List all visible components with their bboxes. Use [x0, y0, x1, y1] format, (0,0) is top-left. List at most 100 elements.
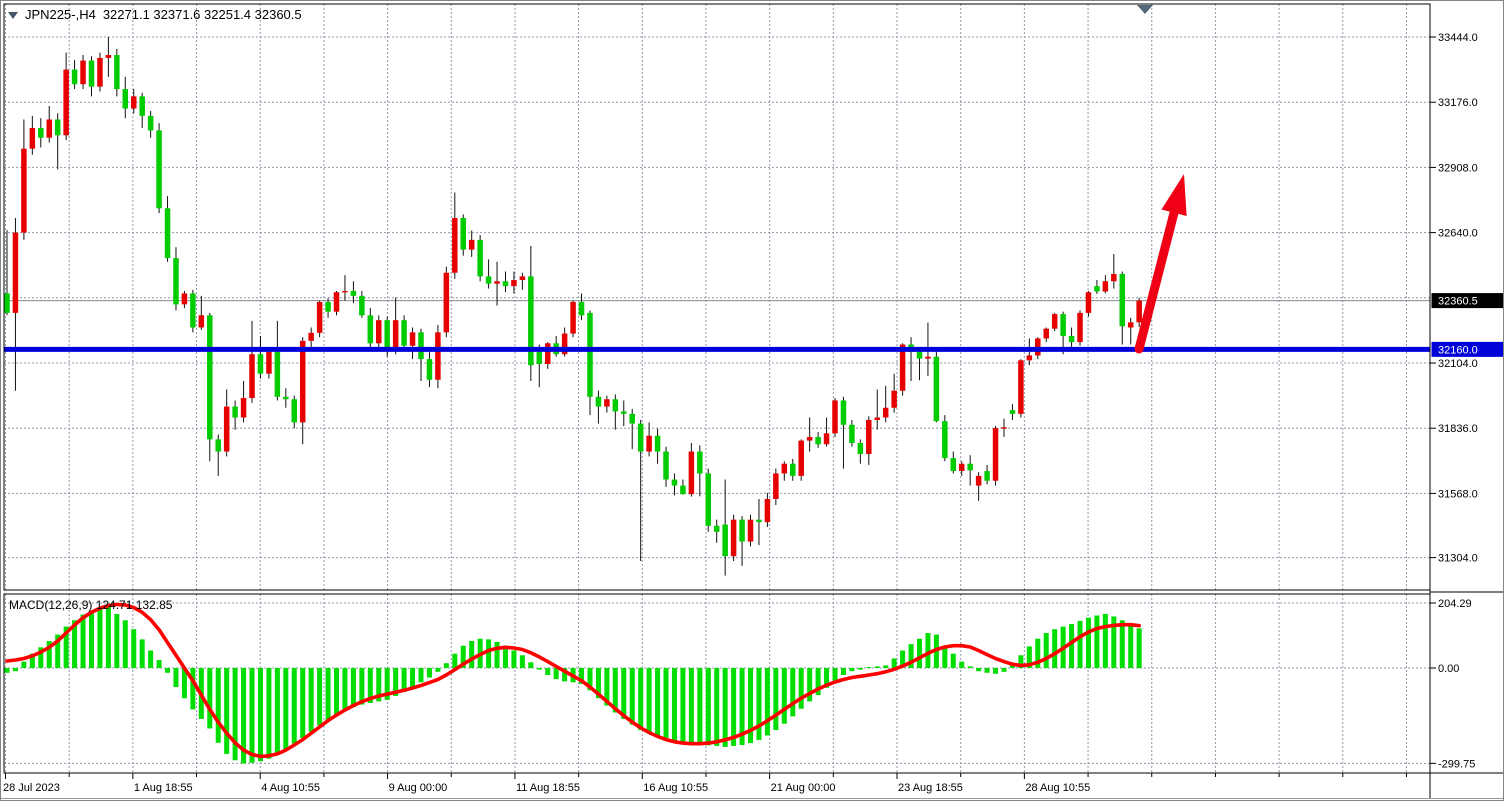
- macd-hist-bar: [781, 668, 787, 724]
- macd-hist-bar: [139, 639, 145, 668]
- candle-body: [967, 463, 973, 471]
- macd-hist-bar: [993, 668, 999, 674]
- macd-hist-bar: [764, 668, 770, 736]
- candle-body: [688, 451, 695, 495]
- chart-shift-marker-icon[interactable]: [1137, 5, 1153, 14]
- macd-hist-bar: [959, 661, 965, 668]
- macd-hist-bar: [646, 668, 652, 734]
- macd-hist-bar: [274, 668, 280, 755]
- macd-hist-bar: [1102, 613, 1108, 668]
- current-price-box-label: 32360.5: [1438, 296, 1478, 308]
- price-tick-label: 31836.0: [1438, 423, 1478, 435]
- macd-hist-bar: [739, 668, 745, 745]
- time-tick-label: 28 Jul 2023: [3, 782, 60, 794]
- macd-hist-bar: [883, 665, 889, 668]
- candle-body: [1127, 322, 1134, 328]
- candle-body: [207, 315, 213, 440]
- macd-hist-bar: [283, 668, 289, 750]
- candle-body: [291, 399, 298, 423]
- candle-body: [46, 119, 52, 138]
- time-tick-label: 1 Aug 18:55: [134, 782, 193, 794]
- candle-body: [1085, 292, 1092, 313]
- candle-body: [866, 419, 872, 454]
- candle-body: [401, 320, 407, 346]
- macd-hist-bar: [536, 668, 542, 670]
- candle-body: [1043, 328, 1049, 339]
- candle-body: [435, 332, 441, 380]
- candle-body: [308, 332, 314, 341]
- trend-arrow-head[interactable]: [1161, 174, 1187, 216]
- macd-hist-bar: [80, 614, 86, 668]
- macd-hist-bar: [1111, 616, 1117, 668]
- candle-body: [570, 301, 576, 334]
- candle-body: [1018, 360, 1024, 414]
- macd-hist-bar: [891, 658, 897, 668]
- macd-hist-bar: [545, 668, 551, 675]
- time-tick-label: 16 Aug 10:55: [643, 782, 708, 794]
- candle-body: [798, 440, 804, 476]
- symbol-period-label: JPN225-,H4: [25, 7, 96, 22]
- candle-body: [654, 435, 661, 452]
- candle-body: [637, 423, 644, 452]
- macd-hist-bar: [731, 668, 737, 746]
- macd-hist-bar: [249, 668, 255, 763]
- candle-body: [621, 411, 627, 414]
- candle-body: [21, 148, 27, 233]
- candle-body: [1026, 355, 1033, 361]
- candle-body: [1136, 300, 1142, 323]
- macd-hist-bar: [688, 668, 694, 744]
- macd-hist-bar: [443, 663, 449, 668]
- macd-hist-bar: [122, 620, 128, 668]
- time-tick-label: 9 Aug 00:00: [389, 782, 448, 794]
- macd-hist-bar: [181, 668, 187, 699]
- macd-hist-bar: [925, 633, 931, 668]
- candle-body: [1111, 273, 1117, 282]
- macd-hist-bar: [367, 668, 373, 703]
- macd-hist-bar: [722, 668, 728, 747]
- candle-body: [114, 55, 120, 90]
- candle-body: [29, 127, 36, 149]
- candle-body: [181, 293, 188, 305]
- candle-body: [485, 276, 492, 284]
- macd-hist-bar: [334, 668, 340, 716]
- macd-hist-bar: [1094, 615, 1100, 668]
- candle-body: [578, 301, 585, 316]
- macd-hist-bar: [815, 668, 821, 696]
- macd-hist-bar: [342, 668, 348, 711]
- macd-hist-bar: [55, 634, 61, 668]
- macd-hist-bar: [612, 668, 618, 713]
- trend-arrow-shaft[interactable]: [1134, 194, 1183, 354]
- macd-hist-bar: [1077, 620, 1083, 668]
- macd-hist-bar: [705, 668, 711, 746]
- hline-price-box-label: 32160.0: [1438, 344, 1478, 356]
- macd-hist-bar: [384, 668, 390, 700]
- price-tick-label: 32104.0: [1438, 358, 1478, 370]
- candle-body: [806, 436, 813, 441]
- time-tick-label: 23 Aug 18:55: [898, 782, 963, 794]
- macd-hist-bar: [393, 668, 399, 696]
- candle-body: [975, 475, 982, 486]
- macd-hist-bar: [579, 668, 585, 684]
- candle-body: [756, 519, 762, 523]
- macd-hist-bar: [131, 629, 137, 668]
- candle-body: [418, 332, 424, 360]
- candle-body: [342, 290, 348, 293]
- macd-hist-bar: [866, 667, 872, 669]
- macd-hist-bar: [1052, 629, 1058, 668]
- macd-hist-bar: [587, 668, 593, 691]
- candle-body: [164, 208, 171, 259]
- price-tick-label: 31568.0: [1438, 488, 1478, 500]
- candle-body: [333, 292, 340, 312]
- candle-body: [823, 433, 830, 445]
- macd-hist-bar: [714, 668, 720, 746]
- symbol-dropdown-icon[interactable]: [8, 12, 18, 19]
- macd-hist-bar: [950, 653, 956, 668]
- macd-hist-bar: [604, 668, 610, 706]
- candle-body: [958, 463, 965, 472]
- candle-body: [147, 115, 154, 131]
- candle-body: [350, 290, 357, 296]
- candle-body: [88, 60, 95, 87]
- candle-body: [325, 301, 331, 312]
- candle-body: [156, 130, 162, 209]
